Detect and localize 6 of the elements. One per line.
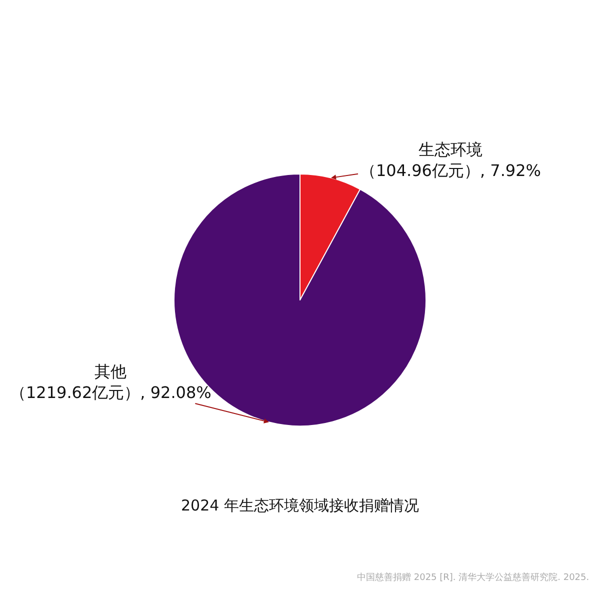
data-label: （1219.62亿元）, 92.08% xyxy=(10,382,212,402)
text: 2024 年生态环境领域接收捐赠情况 xyxy=(181,496,419,514)
text: 中国慈善捐赠 2025 [R]. 清华大学公益慈善研究院. 2025. xyxy=(357,572,590,583)
slice-label: 其他 xyxy=(94,362,127,381)
slice-label: 生态环境 xyxy=(418,140,482,159)
data-label: （104.96亿元）, 7.92% xyxy=(360,160,541,180)
